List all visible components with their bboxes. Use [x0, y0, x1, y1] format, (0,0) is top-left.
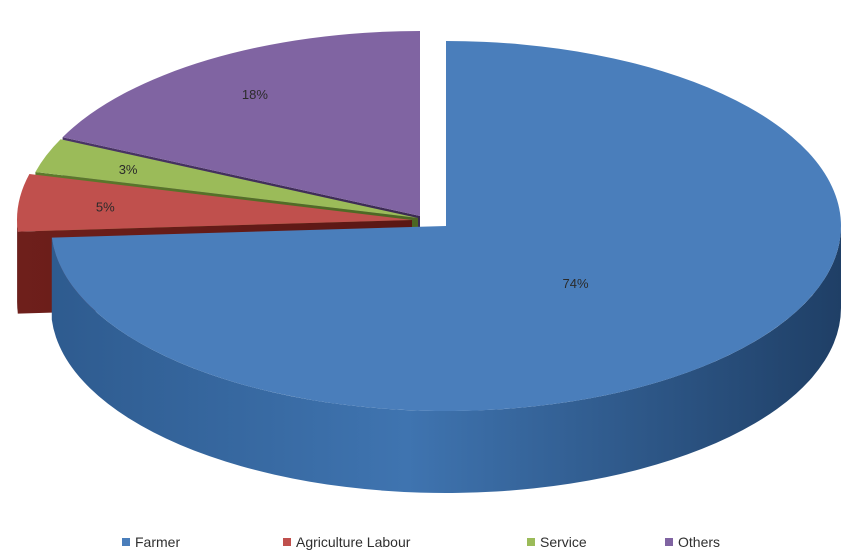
legend-swatch-others [665, 538, 673, 546]
legend-label-others: Others [678, 534, 721, 550]
slice-label-farmer: 74% [563, 276, 589, 291]
pie-slice-agriculture-labour-top [16, 173, 412, 232]
slice-label-others: 18% [242, 87, 268, 102]
pie-slice-agriculture-labour-side [17, 220, 18, 314]
legend-item-others: Others [665, 534, 720, 550]
legend-swatch-agriculture-labour [283, 538, 291, 546]
pie-slice-farmer-side [51, 226, 842, 493]
pie-slice-service-top [35, 139, 418, 218]
legend-label-agriculture-labour: Agriculture Labour [296, 534, 411, 550]
legend-item-farmer: Farmer [122, 534, 180, 550]
legend-item-service: Service [527, 534, 587, 550]
legend-swatch-service [527, 538, 535, 546]
legend-item-agriculture-labour: Agriculture Labour [283, 534, 410, 550]
pie-slice-others-top [62, 31, 420, 216]
legend-label-farmer: Farmer [135, 534, 181, 550]
legend-label-service: Service [540, 534, 587, 550]
legend-swatch-farmer [122, 538, 130, 546]
pie-slice-farmer-top [51, 41, 841, 411]
pie-slice-farmer [51, 41, 842, 493]
slice-label-agriculture-labour: 5% [96, 199, 115, 214]
slice-label-service: 3% [119, 162, 138, 177]
legend: Farmer Agriculture Labour Service Others [0, 534, 847, 554]
